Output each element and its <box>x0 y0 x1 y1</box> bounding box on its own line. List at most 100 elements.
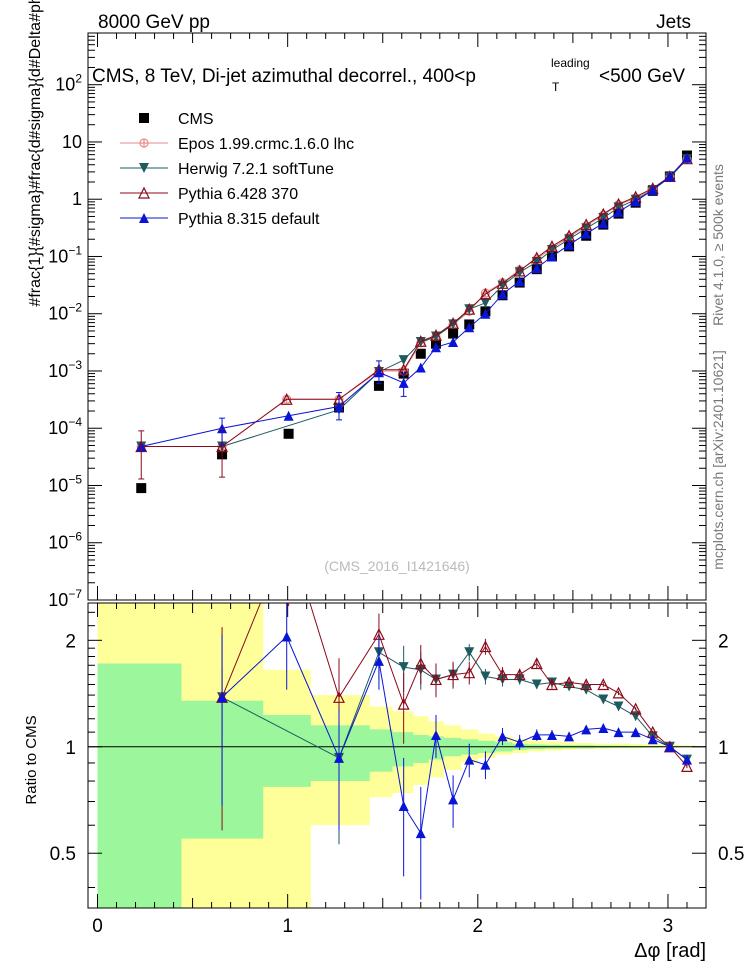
ratio-xtick-label: 1 <box>282 916 293 937</box>
ratio-point-pythia6 <box>597 678 610 691</box>
ratio-point-pythia6 <box>612 686 625 699</box>
point-pythia8 <box>546 251 557 262</box>
ratio-ytick-label-right: 0.5 <box>718 844 744 865</box>
mcplots-label: mcplots.cern.ch [arXiv:2401.10621] <box>710 350 726 569</box>
ratio-point-pythia8 <box>630 727 641 738</box>
point-herwig <box>480 297 491 308</box>
main-ytick-label: 10−7 <box>48 587 82 610</box>
main-ytick-base: 10 <box>48 590 68 610</box>
main-ytick-base: 10 <box>48 418 68 438</box>
ratio-xtick-label: 3 <box>663 916 674 937</box>
ratio-point-herwig <box>564 681 575 692</box>
main-ytick-base: 10 <box>55 75 75 95</box>
ratio-point-pythia6 <box>463 666 476 679</box>
ratio-ytick-label-right: 2 <box>718 631 729 652</box>
point-pythia6 <box>496 276 509 289</box>
ratio-point-pythia8 <box>497 731 508 742</box>
ratio-point-herwig <box>464 647 475 658</box>
ratio-point-herwig <box>613 701 624 712</box>
ratio-bands <box>97 603 695 908</box>
ratio-ytick-label: 1 <box>65 738 76 759</box>
ratio-point-pythia8 <box>546 729 557 740</box>
band-outer <box>262 669 311 908</box>
ratio-point-pythia8 <box>464 754 475 765</box>
point-cms <box>283 428 294 439</box>
point-pythia8 <box>430 342 441 353</box>
point-pythia8 <box>415 362 426 373</box>
legend-marker-herwig <box>139 163 149 173</box>
main-ytick-exp: 2 <box>75 72 82 86</box>
legend-item-herwig: Herwig 7.2.1 softTune <box>120 161 334 178</box>
ratio-point-pythia6 <box>530 657 543 670</box>
main-ytick-exp: −1 <box>68 243 82 257</box>
point-pythia6 <box>447 316 460 329</box>
ratio-point-pythia6 <box>496 668 509 681</box>
ratio-line-pythia6 <box>221 603 688 767</box>
band-inner <box>369 729 393 772</box>
ratio-point-pythia6 <box>447 668 460 681</box>
ratio-point-pythia6 <box>563 676 576 689</box>
ratio-series-clipped <box>217 603 692 900</box>
legend-label-pythia8: Pythia 8.315 default <box>178 211 320 228</box>
point-pythia6 <box>280 392 293 405</box>
x-axis-label: Δφ [rad] <box>634 940 706 962</box>
ratio-point-pythia8 <box>581 724 592 735</box>
point-cms <box>415 348 426 359</box>
point-pythia8 <box>514 276 525 287</box>
ratio-point-pythia8 <box>681 754 692 765</box>
band-inner <box>262 714 311 787</box>
main-ytick-label: 1 <box>72 189 82 209</box>
main-ytick-base: 10 <box>48 246 68 266</box>
ratio-point-pythia6 <box>333 690 345 703</box>
main-ytick-label: 10−1 <box>48 243 82 266</box>
main-ytick-label: 10 <box>62 132 82 152</box>
ratio-point-pythia8 <box>664 741 675 752</box>
ratio-line-pythia8 <box>221 635 688 835</box>
ratio-point-pythia8 <box>398 800 409 811</box>
main-series <box>135 150 693 494</box>
main-ytick-label: 10−5 <box>48 472 82 495</box>
main-title-sup: leading <box>551 56 590 70</box>
ratio-frame <box>87 602 707 909</box>
series-line-herwig <box>141 158 688 447</box>
band-inner <box>392 732 414 767</box>
main-title: CMS, 8 TeV, Di-jet azimuthal decorrel., … <box>92 66 476 87</box>
legend-label-herwig: Herwig 7.2.1 softTune <box>178 161 334 178</box>
ratio-point-pythia8 <box>531 729 542 740</box>
ratio-point-pythia8 <box>217 692 228 703</box>
main-title-tail: <500 GeV <box>599 66 685 87</box>
point-pythia8 <box>664 171 675 182</box>
main-ytick-exp: −3 <box>68 358 82 372</box>
ratio-point-pythia8 <box>415 828 426 839</box>
series-line-pythia6 <box>141 158 688 447</box>
legend: CMS Epos 1.99.crmc.1.6.0 lhc Herwig 7.2.1 … <box>120 111 354 228</box>
ratio-point-pythia6 <box>629 702 642 715</box>
legend-label-pythia6: Pythia 6.428 370 <box>178 186 298 203</box>
point-pythia8 <box>464 322 475 333</box>
main-ytick-base: 1 <box>72 189 82 209</box>
ratio-ytick-label: 0.5 <box>50 844 76 865</box>
band-inner <box>413 734 429 763</box>
ratio-point-pythia6 <box>580 678 593 691</box>
ratio-point-pythia8 <box>281 631 292 642</box>
header-left: 8000 GeV pp <box>98 12 210 33</box>
point-pythia8 <box>283 410 294 421</box>
legend-item-pythia8: Pythia 8.315 default <box>120 211 320 228</box>
ratio-point-pythia8 <box>430 729 441 740</box>
ratio-ytick-label-right: 1 <box>718 738 729 759</box>
point-pythia8 <box>581 228 592 239</box>
point-herwig <box>398 355 409 366</box>
point-pythia8 <box>448 337 459 348</box>
point-pythia6 <box>546 240 558 252</box>
ratio-point-herwig <box>598 694 609 705</box>
point-pythia8 <box>681 152 692 163</box>
point-pythia8 <box>647 184 658 195</box>
ratio-point-pythia8 <box>334 752 345 763</box>
legend-label-epos: Epos 1.99.crmc.1.6.0 lhc <box>178 136 354 153</box>
ratio-point-pythia6 <box>681 760 693 772</box>
main-ytick-label: 10−3 <box>48 358 82 381</box>
ratio-point-pythia8 <box>448 794 459 805</box>
main-ytick-base: 10 <box>48 533 68 553</box>
